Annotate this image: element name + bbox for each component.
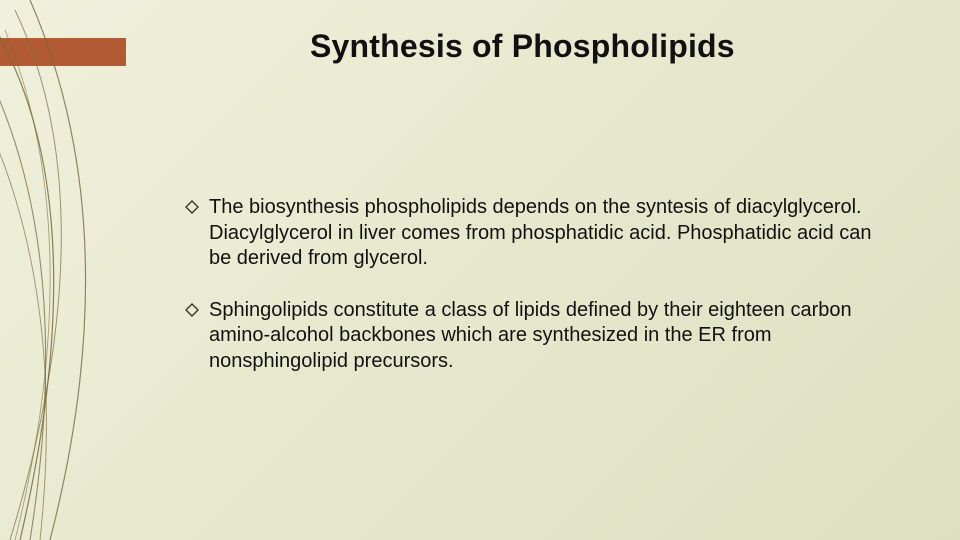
slide-body: The biosynthesis phospholipids depends o… bbox=[185, 195, 885, 401]
slide: Synthesis of Phospholipids The biosynthe… bbox=[0, 0, 960, 540]
bullet-text: Sphingolipids constitute a class of lipi… bbox=[209, 298, 885, 375]
slide-title: Synthesis of Phospholipids bbox=[310, 28, 735, 65]
bullet-item: Sphingolipids constitute a class of lipi… bbox=[185, 298, 885, 375]
diamond-icon bbox=[185, 200, 199, 214]
bullet-item: The biosynthesis phospholipids depends o… bbox=[185, 195, 885, 272]
accent-bar bbox=[0, 38, 126, 66]
diamond-icon bbox=[185, 303, 199, 317]
bullet-text: The biosynthesis phospholipids depends o… bbox=[209, 195, 885, 272]
